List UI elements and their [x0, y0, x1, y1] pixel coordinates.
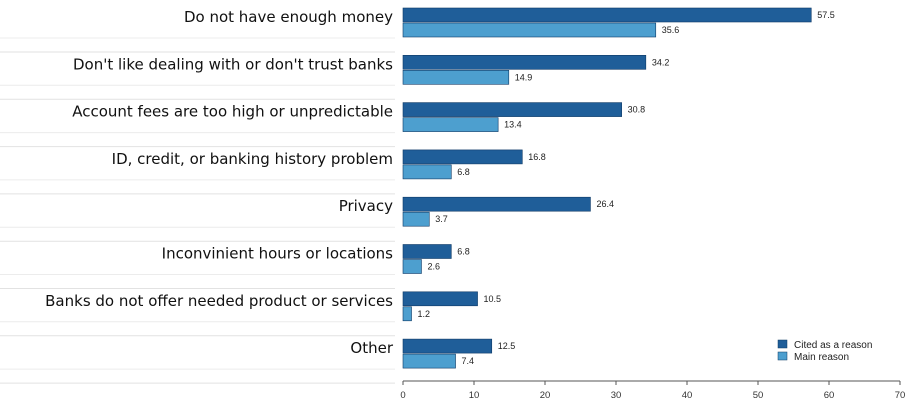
bar-main	[403, 354, 456, 368]
x-tick-label: 40	[682, 390, 693, 401]
value-label: 13.4	[504, 120, 522, 130]
value-label: 1.2	[418, 309, 431, 319]
value-label: 35.6	[662, 25, 680, 35]
bar-cited	[403, 150, 522, 164]
category-label: Do not have enough money	[184, 8, 393, 26]
category-label: Privacy	[339, 197, 393, 215]
category-label: Account fees are too high or unpredictab…	[72, 103, 393, 121]
legend-label: Main reason	[794, 352, 849, 363]
bar-main	[403, 70, 509, 84]
x-tick-label: 0	[400, 390, 405, 401]
bar-cited	[403, 8, 811, 22]
bar-cited	[403, 339, 492, 353]
legend-swatch	[778, 340, 787, 348]
x-axis: 0 10 20 30 40 50 60 70	[400, 381, 905, 401]
x-tick-label: 10	[469, 390, 480, 401]
x-tick-label: 50	[753, 390, 764, 401]
value-label: 6.8	[457, 167, 470, 177]
legend-swatch	[778, 352, 787, 360]
bar-main	[403, 260, 421, 274]
x-tick-label: 70	[895, 390, 906, 401]
category-label: ID, credit, or banking history problem	[112, 150, 393, 168]
value-label: 14.9	[515, 72, 533, 82]
value-label: 26.4	[596, 199, 614, 209]
category-label: Inconvinient hours or locations	[162, 245, 394, 263]
value-label: 30.8	[628, 105, 646, 115]
value-label: 7.4	[462, 356, 475, 366]
bar-cited	[403, 245, 451, 259]
category-label: Other	[350, 339, 393, 357]
bars: 57.5 35.6 34.2 14.9 30.8 13.4 16.8 6.8 26.4 3.7 6.…	[403, 8, 835, 368]
value-label: 16.8	[528, 152, 546, 162]
value-label: 12.5	[498, 341, 516, 351]
category-label: Don't like dealing with or don't trust b…	[73, 55, 393, 73]
value-label: 57.5	[817, 10, 835, 20]
value-label: 2.6	[427, 262, 440, 272]
bar-main	[403, 307, 412, 321]
x-tick-label: 60	[824, 390, 835, 401]
x-tick-label: 20	[540, 390, 551, 401]
value-label: 3.7	[435, 214, 448, 224]
category-labels: Do not have enough money Don't like deali…	[45, 8, 394, 357]
bar-main	[403, 118, 498, 132]
bar-cited	[403, 197, 590, 211]
category-label: Banks do not offer needed product or ser…	[45, 292, 393, 310]
bar-cited	[403, 292, 478, 306]
row-separators	[0, 38, 395, 383]
bar-cited	[403, 103, 622, 117]
value-label: 6.8	[457, 247, 470, 257]
bar-main	[403, 23, 656, 37]
bar-main	[403, 165, 451, 179]
bar-main	[403, 212, 429, 226]
value-label: 10.5	[484, 294, 502, 304]
x-tick-label: 30	[611, 390, 622, 401]
legend-label: Cited as a reason	[794, 340, 872, 351]
value-label: 34.2	[652, 57, 670, 67]
bar-cited	[403, 55, 646, 69]
